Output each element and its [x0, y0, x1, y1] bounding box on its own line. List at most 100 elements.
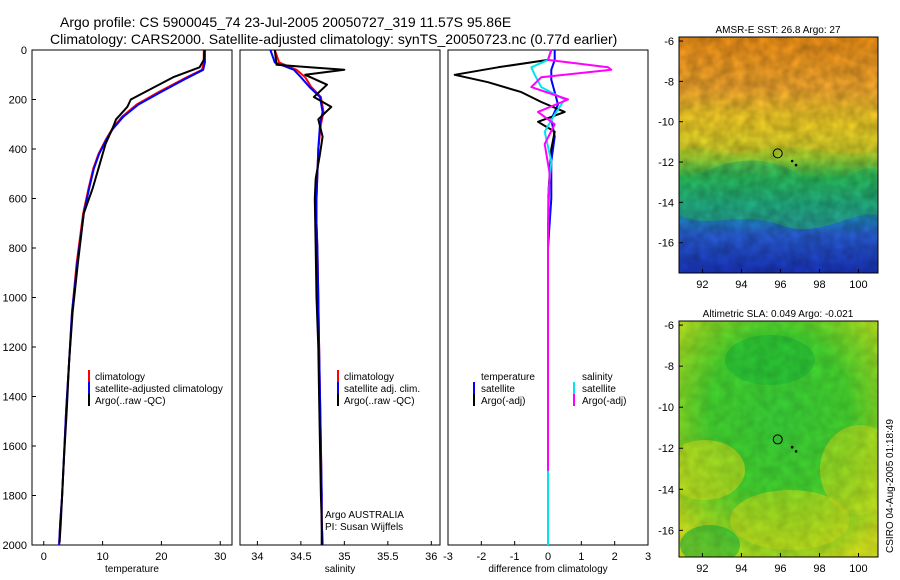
pi-label: PI: Susan Wijffels	[325, 522, 403, 533]
lon-tick-label: 96	[774, 279, 786, 291]
legend-label-satellite: satellite-adjusted climatology	[95, 384, 223, 395]
legend-label-satellite: satellite adj. clim.	[344, 384, 420, 395]
sst-map-frame	[678, 36, 879, 274]
y-tick-label: 0	[21, 45, 27, 57]
salinity-lines	[269, 49, 346, 546]
legend-heading-temperature: temperature	[481, 372, 535, 383]
x-tick-label: 3	[645, 551, 651, 563]
figure-title-line2: Climatology: CARS2000. Satellite-adjuste…	[50, 31, 617, 47]
series-line-argo-raw-qc-	[273, 49, 346, 545]
lat-tick-label: -12	[658, 157, 674, 169]
legend-label-argo: Argo(..raw -QC)	[95, 396, 166, 407]
difference-lines	[453, 49, 613, 545]
sst-map-title: AMSR-E SST: 26.8 Argo: 27	[715, 25, 840, 36]
y-tick-label: 800	[9, 243, 27, 255]
series-line-salinity-argo-adj-	[530, 49, 613, 471]
lon-tick-label: 100	[849, 563, 867, 575]
sst-profile-marker	[772, 148, 798, 167]
y-tick-label: 1400	[3, 392, 27, 404]
sla-heatmap	[679, 321, 878, 557]
salinity-axes-frame	[239, 49, 441, 546]
sla-map-title: Altimetric SLA: 0.049 Argo: -0.021	[703, 309, 854, 320]
x-tick-label: -2	[476, 551, 486, 563]
sst-map-panel: AMSR-E SST: 26.8 Argo: 27 92 94 96 98 100 -6 -…	[658, 25, 879, 291]
lon-tick-label: 94	[735, 279, 747, 291]
lat-tick-label: -10	[658, 402, 674, 414]
lat-tick-label: -6	[664, 320, 674, 332]
temperature-xlabel: temperature	[105, 564, 159, 575]
lat-tick-label: -10	[658, 117, 674, 129]
y-tick-label: 1200	[3, 342, 27, 354]
lat-tick-label: -16	[658, 238, 674, 250]
legend-label-temp-argo: Argo(-adj)	[481, 396, 525, 407]
x-tick-label: 35	[338, 551, 350, 563]
legend-label-argo: Argo(..raw -QC)	[344, 396, 415, 407]
track-point	[794, 450, 798, 453]
legend-label-temp-satellite: satellite	[481, 384, 515, 395]
lat-tick-label: -14	[658, 484, 674, 496]
x-tick-label: 0	[41, 551, 47, 563]
difference-panel: -3 -2 -1 0 1 2 3 difference from climatology t…	[443, 49, 651, 575]
lat-tick-label: -16	[658, 525, 674, 537]
x-tick-label: 34	[251, 551, 263, 563]
temperature-lines	[58, 49, 206, 546]
x-tick-label: 1	[578, 551, 584, 563]
salinity-legend: climatology satellite adj. clim. Argo(..…	[337, 370, 420, 407]
sla-map-panel: Altimetric SLA: 0.049 Argo: -0.021 92 94 9…	[658, 309, 879, 575]
depth-axis: 0 200 400 600 800 1000 1200 1400 1600 1800 2000	[3, 45, 36, 552]
x-tick-label: 36	[425, 551, 437, 563]
difference-xlabel: difference from climatology	[488, 564, 607, 575]
track-point	[790, 445, 794, 449]
lat-tick-label: -8	[664, 361, 674, 373]
legend-label-climatology: climatology	[95, 372, 145, 383]
temperature-axes-frame	[31, 49, 233, 546]
figure-title-line1: Argo profile: CS 5900045_74 23-Jul-2005 …	[60, 14, 511, 30]
x-tick-label: 2	[612, 551, 618, 563]
profile-location-marker	[772, 148, 783, 159]
lat-tick-label: -8	[664, 76, 674, 88]
lon-tick-label: 98	[813, 279, 825, 291]
legend-label-sal-argo: Argo(-adj)	[582, 396, 626, 407]
lon-tick-label: 92	[696, 279, 708, 291]
temperature-x-axis: 0 10 20 30	[41, 541, 226, 563]
x-tick-label: 35.5	[377, 551, 398, 563]
lat-tick-label: -12	[658, 443, 674, 455]
sla-map-frame	[678, 320, 879, 558]
salinity-xlabel: salinity	[325, 564, 356, 575]
legend-label-climatology: climatology	[344, 372, 394, 383]
track-point	[794, 163, 798, 167]
legend-label-sal-satellite: satellite	[582, 384, 616, 395]
sst-texture	[679, 37, 878, 273]
lon-tick-label: 98	[813, 563, 825, 575]
lon-tick-label: 92	[696, 563, 708, 575]
lat-tick-label: -6	[664, 36, 674, 48]
lon-tick-label: 96	[774, 563, 786, 575]
salinity-x-axis: 34 34.5 35 35.5 36	[251, 541, 437, 563]
lon-tick-label: 94	[735, 563, 747, 575]
y-tick-label: 400	[9, 144, 27, 156]
difference-legend: temperature satellite Argo(-adj) salinit…	[473, 372, 626, 407]
y-tick-label: 600	[9, 194, 27, 206]
salinity-panel: 34 34.5 35 35.5 36 salinity climatology sate…	[239, 49, 441, 575]
sla-map-axes: 92 94 96 98 100 -6 -8 -10 -12 -14 -16	[658, 320, 868, 575]
x-tick-label: -1	[510, 551, 520, 563]
y-tick-label: 200	[9, 95, 27, 107]
series-line-argo-raw-qc-	[58, 49, 206, 543]
x-tick-label: -3	[443, 551, 453, 563]
sla-texture	[679, 321, 878, 557]
sst-heatmap	[679, 37, 878, 273]
temperature-panel: 0 200 400 600 800 1000 1200 1400 1600 1800 2000 0 1…	[3, 45, 233, 575]
y-tick-label: 1600	[3, 441, 27, 453]
y-tick-label: 2000	[3, 540, 27, 552]
y-tick-label: 1800	[3, 491, 27, 503]
track-point	[790, 159, 794, 163]
credit-timestamp: CSIRO 04-Aug-2005 01:18:49	[885, 419, 896, 553]
x-tick-label: 10	[96, 551, 108, 563]
float-owner-label: Argo AUSTRALIA	[325, 510, 404, 521]
y-tick-label: 1000	[3, 293, 27, 305]
x-tick-label: 0	[545, 551, 551, 563]
temperature-legend: climatology satellite-adjusted climatolo…	[88, 370, 223, 407]
sla-profile-marker	[772, 434, 798, 453]
lat-tick-label: -14	[658, 197, 674, 209]
